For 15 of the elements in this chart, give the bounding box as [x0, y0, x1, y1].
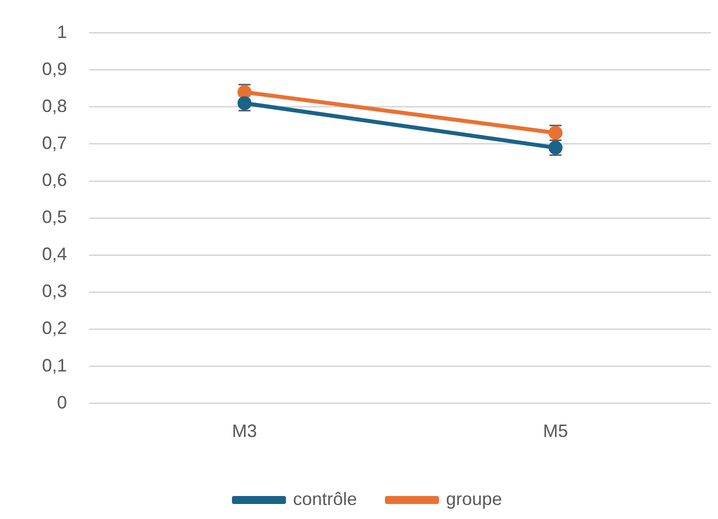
y-tick-label: 0,2 [42, 318, 68, 338]
legend-label: contrôle [292, 488, 358, 509]
y-tick-label: 0 [57, 392, 68, 412]
x-tick-label: M5 [543, 421, 568, 442]
y-tick-label: 0,3 [42, 281, 68, 302]
x-tick-label: M3 [232, 421, 258, 442]
y-tick-label: 0,5 [42, 207, 68, 228]
y-tick-label: 0,9 [42, 58, 68, 79]
legend-label: groupe [446, 488, 502, 509]
y-tick-label: 1 [57, 22, 68, 42]
y-tick-label: 0,1 [42, 355, 68, 376]
y-tick-label: 0,7 [42, 132, 68, 153]
y-tick-label: 0,4 [42, 244, 68, 264]
y-tick-label: 0,8 [42, 96, 68, 116]
y-tick-label: 0,6 [42, 170, 68, 190]
